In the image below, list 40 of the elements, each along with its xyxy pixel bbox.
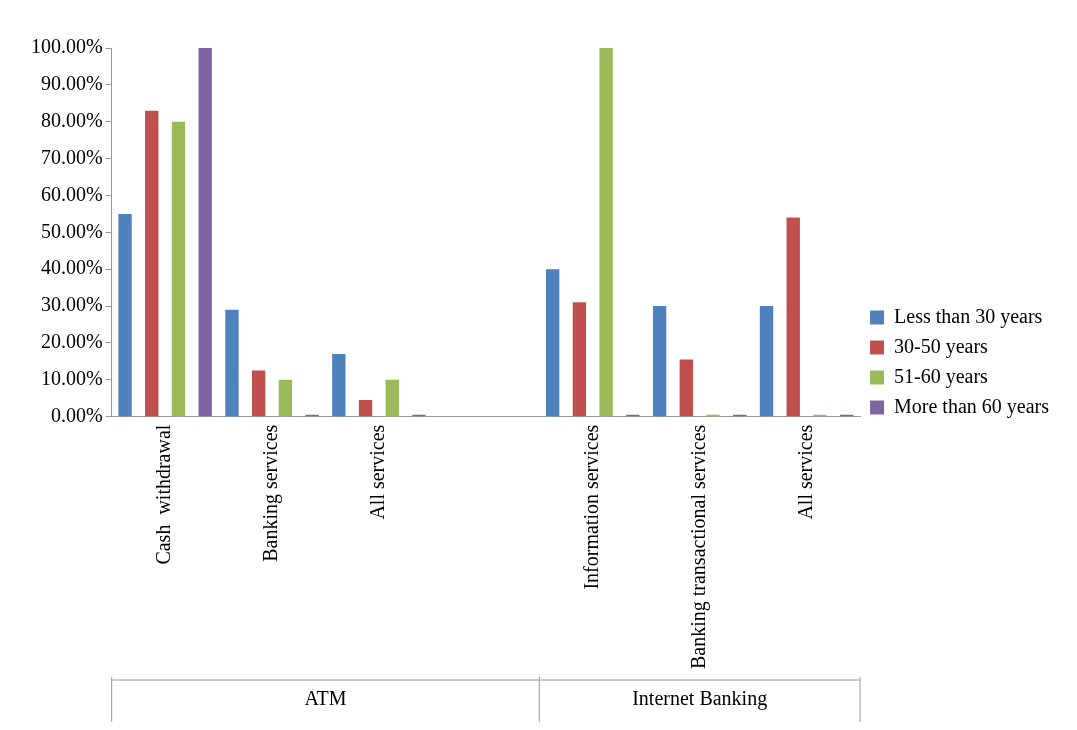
y-tick-label: 50.00% [40, 219, 103, 242]
bar [679, 359, 693, 417]
y-tick-label: 70.00% [40, 145, 103, 168]
bar [145, 110, 159, 417]
legend-label: 51-60 years [894, 364, 989, 388]
bar [572, 302, 587, 417]
y-tick-label: 0.00% [50, 403, 103, 426]
y-tick-label: 80.00% [40, 108, 103, 131]
bar [358, 400, 373, 417]
x-tick-label: Banking services [259, 424, 283, 562]
bar [118, 213, 132, 417]
bar [545, 269, 560, 417]
x-tick-label: All services [793, 424, 816, 520]
x-tick-label: Banking transactional services [686, 424, 710, 670]
y-tick-label: 90.00% [40, 72, 103, 95]
bar [198, 48, 212, 417]
legend-label: 30-50 years [894, 334, 989, 358]
bar [786, 217, 800, 417]
y-tick-label: 10.00% [40, 367, 103, 390]
y-tick-label: 60.00% [40, 182, 103, 205]
bar [251, 370, 266, 417]
y-tick-label: 100.00% [30, 35, 103, 58]
bar [599, 48, 613, 417]
y-tick-label: 40.00% [40, 256, 103, 279]
y-tick-label: 20.00% [40, 330, 103, 353]
legend-label: More than 60 years [894, 394, 1050, 418]
text: Internet Banking [632, 687, 768, 711]
legend-label: Less than 30 years [894, 304, 1043, 328]
bar [332, 353, 346, 417]
y-tick-label: 30.00% [40, 293, 103, 316]
bar [385, 379, 399, 417]
bar [759, 306, 774, 417]
text: ATM [304, 687, 347, 710]
bar [225, 309, 239, 417]
x-tick-label: All services [366, 424, 389, 520]
bar [278, 379, 293, 417]
bar [171, 121, 186, 417]
x-tick-label: Cash withdrawal [152, 424, 175, 565]
x-tick-label: Information services [580, 424, 603, 590]
bar [652, 306, 667, 417]
